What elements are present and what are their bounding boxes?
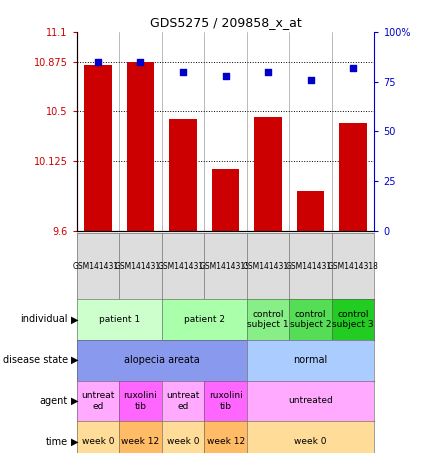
Point	[265, 68, 272, 75]
Point	[222, 72, 229, 79]
Text: week 0: week 0	[294, 437, 327, 446]
Text: normal: normal	[293, 355, 328, 365]
Text: untreat
ed: untreat ed	[81, 391, 115, 410]
Text: GSM1414317: GSM1414317	[285, 262, 336, 270]
Text: week 0: week 0	[167, 437, 199, 446]
Point	[95, 58, 102, 65]
Text: GSM1414318: GSM1414318	[328, 262, 379, 270]
Text: week 12: week 12	[121, 437, 159, 446]
Text: individual: individual	[21, 314, 68, 324]
Bar	[84, 65, 112, 231]
Text: control
subject 1: control subject 1	[247, 310, 289, 329]
Text: ruxolini
tib: ruxolini tib	[208, 391, 243, 410]
Point	[307, 76, 314, 83]
Text: untreat
ed: untreat ed	[166, 391, 200, 410]
Text: untreated: untreated	[288, 396, 333, 405]
Title: GDS5275 / 209858_x_at: GDS5275 / 209858_x_at	[150, 16, 301, 29]
Text: GSM1414313: GSM1414313	[115, 262, 166, 270]
Text: GSM1414314: GSM1414314	[158, 262, 208, 270]
Text: GSM1414312: GSM1414312	[72, 262, 124, 270]
Text: week 12: week 12	[206, 437, 245, 446]
Text: control
subject 3: control subject 3	[332, 310, 374, 329]
Bar	[254, 117, 282, 231]
Text: ▶: ▶	[71, 437, 78, 447]
Text: ▶: ▶	[71, 396, 78, 406]
Text: alopecia areata: alopecia areata	[124, 355, 200, 365]
Text: ▶: ▶	[71, 314, 78, 324]
Bar	[212, 169, 240, 231]
Text: control
subject 2: control subject 2	[290, 310, 332, 329]
Text: GSM1414315: GSM1414315	[200, 262, 251, 270]
Bar	[169, 120, 197, 231]
Text: ruxolini
tib: ruxolini tib	[124, 391, 157, 410]
Text: patient 1: patient 1	[99, 315, 140, 324]
Text: time: time	[46, 437, 68, 447]
Text: patient 1: patient 1	[99, 315, 140, 324]
Text: control
subject 3: control subject 3	[332, 310, 374, 329]
Text: patient 2: patient 2	[184, 315, 225, 324]
Bar	[127, 62, 154, 231]
Point	[137, 58, 144, 65]
Text: control
subject 2: control subject 2	[290, 310, 332, 329]
Text: control
subject 1: control subject 1	[247, 310, 289, 329]
Point	[350, 64, 357, 71]
Text: GSM1414316: GSM1414316	[243, 262, 293, 270]
Bar	[297, 191, 325, 231]
Text: patient 2: patient 2	[184, 315, 225, 324]
Text: disease state: disease state	[3, 355, 68, 365]
Point	[180, 68, 187, 75]
Text: agent: agent	[40, 396, 68, 406]
Text: week 0: week 0	[81, 437, 114, 446]
Bar	[339, 123, 367, 231]
Text: ▶: ▶	[71, 355, 78, 365]
